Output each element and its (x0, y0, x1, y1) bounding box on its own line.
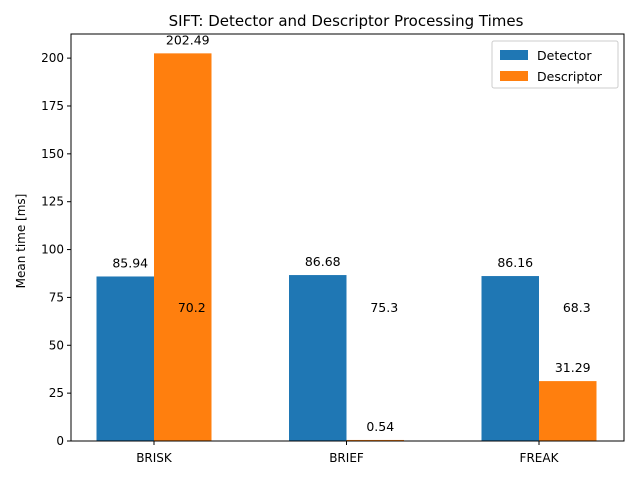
y-tick-label: 75 (49, 290, 64, 304)
legend: Detector Descriptor (491, 40, 619, 89)
value-label: 86.68 (305, 254, 341, 269)
descriptor-bar (346, 439, 404, 441)
legend-swatch (500, 71, 528, 81)
descriptor-bar (539, 381, 597, 441)
legend-label: Detector (537, 48, 592, 63)
value-label: 86.16 (497, 255, 533, 270)
x-tick-label: BRISK (136, 451, 173, 465)
detector-bar (289, 275, 347, 441)
legend-label: Descriptor (537, 69, 603, 84)
annotation-label: 75.3 (370, 300, 398, 315)
descriptor-bar (154, 53, 212, 441)
detector-bar (96, 276, 154, 441)
y-tick-label: 25 (49, 386, 64, 400)
chart-title: SIFT: Detector and Descriptor Processing… (169, 12, 524, 30)
y-axis-label: Mean time [ms] (14, 194, 28, 289)
y-tick-label: 150 (41, 147, 64, 161)
annotation-label: 68.3 (563, 300, 591, 315)
value-label: 31.29 (555, 360, 591, 375)
y-tick-label: 125 (41, 195, 64, 209)
detector-bar (481, 276, 539, 441)
plot-frame (70, 33, 625, 442)
legend-swatch (500, 50, 528, 60)
y-tick-label: 200 (41, 51, 64, 65)
x-tick-label: BRIEF (329, 451, 364, 465)
value-label: 0.54 (366, 419, 394, 434)
y-tick-label: 0 (56, 434, 64, 448)
value-label: 85.94 (112, 255, 148, 270)
plot-area: 0 25 50 75 100 125 150 175 200 BRISK 85.94 202.49 70… (41, 32, 597, 465)
value-label: 202.49 (166, 32, 210, 47)
y-tick-label: 175 (41, 99, 64, 113)
x-tick-label: FREAK (520, 451, 560, 465)
y-tick-label: 50 (49, 338, 64, 352)
annotation-label: 70.2 (178, 300, 206, 315)
y-tick-label: 100 (41, 243, 64, 257)
